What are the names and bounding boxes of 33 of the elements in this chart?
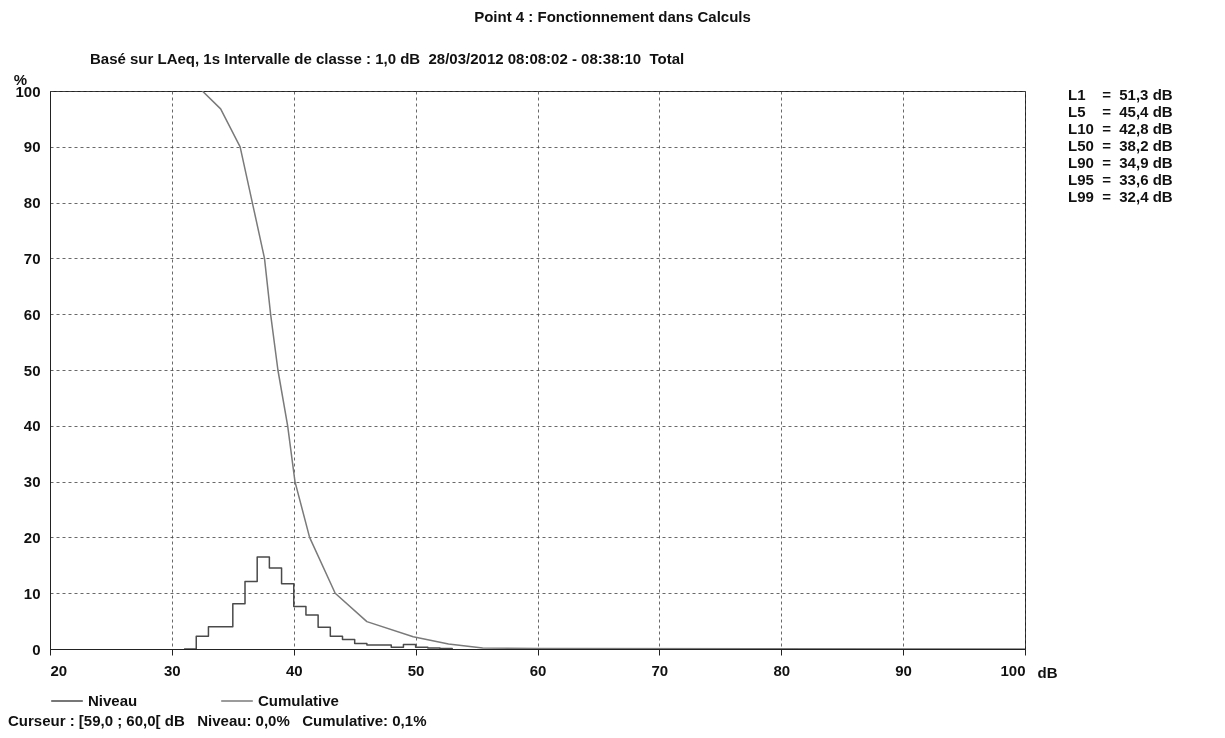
text: L1 = 51,3 dB bbox=[1068, 86, 1173, 103]
y-tick-label: 60 bbox=[23, 305, 41, 323]
chart-subtitle: Basé sur LAeq, 1s Intervalle de classe : 1,0 dB 28/03/2012 08:08:02 - 08:38:10 Total bbox=[90, 50, 685, 67]
x-tick-label: 30 bbox=[164, 661, 181, 679]
y-tick-label: 20 bbox=[23, 528, 41, 546]
text: L99 = 32,4 dB bbox=[1068, 188, 1173, 205]
text: Curseur : [59,0 ; 60,0[ dB Niveau: 0,0% Cumulative: 0,1% bbox=[8, 712, 427, 729]
x-tick-label: 20 bbox=[50, 661, 68, 679]
text: L5 = 45,4 dB bbox=[1068, 103, 1173, 120]
x-tick-label: 70 bbox=[651, 661, 669, 679]
x-axis-title: dB bbox=[1037, 663, 1058, 681]
x-tick-label: 100 bbox=[1000, 661, 1026, 679]
y-tick-label: 30 bbox=[23, 473, 41, 491]
text: L50 = 38,2 dB bbox=[1068, 137, 1173, 154]
x-tick-label: 90 bbox=[895, 661, 912, 679]
y-tick-label: 80 bbox=[23, 194, 41, 212]
x-tick-label: 40 bbox=[285, 661, 303, 679]
legend-label: Cumulative bbox=[258, 692, 339, 709]
y-tick-label: 40 bbox=[23, 417, 41, 435]
y-tick-label: 90 bbox=[23, 138, 41, 156]
x-tick-label: 50 bbox=[407, 661, 425, 679]
y-axis-title: % bbox=[13, 70, 28, 88]
text: L95 = 33,6 dB bbox=[1068, 171, 1173, 188]
y-tick-label: 0 bbox=[32, 640, 41, 658]
y-tick-label: 50 bbox=[23, 361, 41, 379]
x-tick-label: 60 bbox=[529, 661, 547, 679]
chart-title: Point 4 : Fonctionnement dans Calculs bbox=[473, 8, 752, 25]
text: L90 = 34,9 dB bbox=[1068, 154, 1173, 171]
text: L10 = 42,8 dB bbox=[1068, 120, 1173, 137]
legend-label: Niveau bbox=[88, 692, 138, 709]
y-tick-label: 70 bbox=[23, 249, 41, 267]
x-tick-label: 80 bbox=[773, 661, 791, 679]
y-tick-label: 10 bbox=[23, 584, 41, 602]
